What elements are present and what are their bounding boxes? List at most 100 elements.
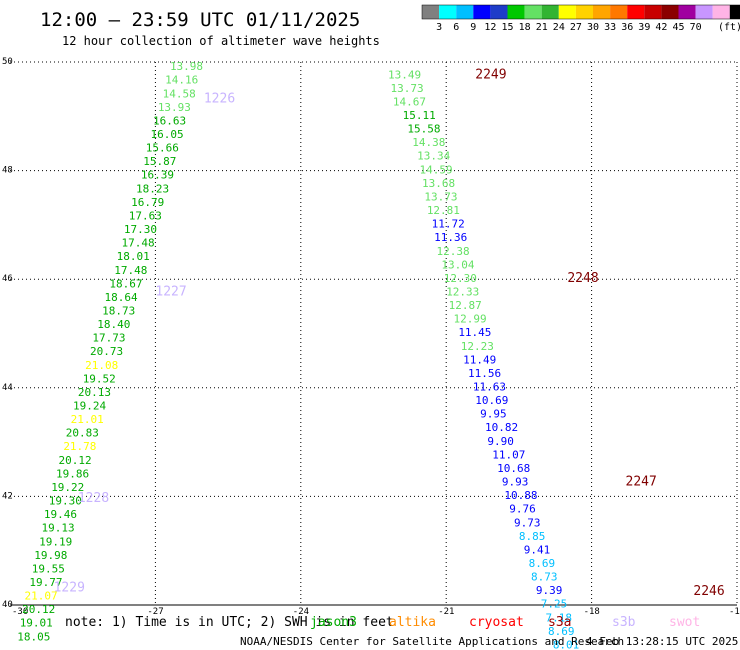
swh-point: 19.86: [56, 467, 89, 480]
swh-point: 17.48: [114, 264, 147, 277]
swh-point: 9.95: [480, 408, 507, 421]
swh-point: 11.07: [492, 448, 525, 461]
satellite-legend-item: s3b: [612, 615, 636, 630]
colorbar-label: 15: [502, 22, 514, 33]
colorbar-swatch: [524, 5, 542, 19]
swh-point: 8.73: [531, 571, 558, 584]
swh-point: 18.01: [117, 250, 150, 263]
swh-point: 12.33: [446, 285, 479, 298]
colorbar-swatch: [422, 5, 440, 19]
swh-point: 9.76: [509, 503, 536, 516]
swh-point: 14.16: [165, 74, 198, 87]
x-tick-label: -24: [293, 607, 309, 617]
swh-point: 19.01: [20, 617, 53, 630]
colorbar-swatch: [627, 5, 645, 19]
colorbar-swatch: [712, 5, 730, 19]
swh-point: 15.66: [146, 142, 179, 155]
swh-point: 13.49: [388, 68, 421, 81]
swh-point: 7.25: [541, 598, 568, 611]
swh-point: 12.87: [449, 299, 482, 312]
swh-point: 17.63: [129, 209, 162, 222]
colorbar-swatch: [729, 5, 740, 19]
colorbar-swatch: [439, 5, 457, 19]
swh-point: 8.01: [553, 638, 580, 650]
satellite-legend: jason3 altika cryosat s3a s3b swot: [310, 615, 700, 630]
swh-point: 19.30: [49, 495, 82, 508]
colorbar-swatch: [507, 5, 525, 19]
swh-point: 19.19: [39, 535, 72, 548]
swh-point: 13.98: [170, 60, 203, 73]
swh-point: 13.73: [424, 190, 457, 203]
colorbar-swatch: [644, 5, 662, 19]
swh-point: 12.38: [437, 245, 470, 258]
swh-point: 14.59: [420, 163, 453, 176]
swh-point: 21.78: [63, 440, 96, 453]
pass-label: 2246: [693, 584, 724, 599]
swh-point: 10.88: [504, 489, 537, 502]
swh-point: 9.90: [487, 435, 514, 448]
swh-point: 17.48: [121, 237, 154, 250]
x-tick-label: -21: [438, 607, 454, 617]
swh-point: 15.87: [143, 155, 176, 168]
colorbar-label: 6: [453, 22, 459, 33]
footer-timestamp: 4 Feb 13:28:15 UTC 2025: [586, 635, 738, 648]
colorbar-swatch: [695, 5, 713, 19]
y-tick-label: 42: [2, 491, 13, 501]
plot-area: -30 -27 -24 -21 -18 -15 40 42 44 46 48 50 13.9814.16…: [2, 57, 740, 650]
swh-point: 12.23: [461, 340, 494, 353]
colorbar-label: 24: [553, 22, 565, 33]
swh-point: 14.58: [163, 87, 196, 100]
swh-point: 10.68: [497, 462, 530, 475]
swh-point: 16.39: [141, 169, 174, 182]
swh-point: 20.12: [22, 603, 55, 616]
swh-point: 19.24: [73, 400, 106, 413]
colorbar-swatch: [558, 5, 576, 19]
colorbar-frame: [421, 4, 740, 20]
x-tick-label: -15: [729, 607, 740, 617]
satellite-legend-item: s3a: [548, 615, 571, 630]
y-tick-label: 48: [2, 166, 13, 176]
colorbar-label: 45: [673, 22, 685, 33]
swh-point: 11.49: [463, 353, 496, 366]
swh-point: 21.08: [85, 359, 118, 372]
colorbar-swatch: [473, 5, 491, 19]
swh-point: 8.69: [548, 625, 575, 638]
pass-label: 1228: [78, 491, 109, 506]
swh-point: 19.98: [34, 549, 67, 562]
swh-point: 9.41: [524, 543, 551, 556]
swh-point: 16.05: [151, 128, 184, 141]
footer-note: note: 1) Time is in UTC; 2) SWH is in fe…: [65, 615, 394, 630]
swh-point: 19.55: [32, 562, 65, 575]
swh-point: 10.69: [475, 394, 508, 407]
swh-point: 19.77: [29, 576, 62, 589]
colorbar-label: 33: [604, 22, 616, 33]
colorbar-swatch: [610, 5, 628, 19]
swh-point: 12.99: [453, 313, 486, 326]
swh-point: 13.68: [422, 177, 455, 190]
satellite-legend-item: jason3: [310, 615, 357, 630]
swh-point: 13.34: [417, 150, 450, 163]
colorbar-swatch: [678, 5, 696, 19]
colorbar-label: 36: [621, 22, 633, 33]
swh-point: 8.85: [519, 530, 546, 543]
colorbar-swatch: [456, 5, 474, 19]
swh-point: 9.39: [536, 584, 563, 597]
swh-point: 21.07: [25, 590, 58, 603]
x-tick-label: -27: [147, 607, 163, 617]
colorbar-label: 39: [638, 22, 650, 33]
chart-title: 12:00 – 23:59 UTC 01/11/2025: [40, 9, 360, 31]
colorbar-swatch: [541, 5, 559, 19]
pass-label: 2249: [475, 67, 506, 82]
y-tick-label: 50: [2, 57, 13, 67]
satellite-legend-item: altika: [389, 615, 436, 630]
satellite-legend-item: swot: [669, 615, 700, 630]
swh-point: 13.04: [441, 258, 474, 271]
swh-point: 14.67: [393, 95, 426, 108]
swh-point: 12.81: [427, 204, 460, 217]
swh-point: 17.30: [124, 223, 157, 236]
colorbar-label: 18: [519, 22, 531, 33]
swh-point: 13.73: [390, 82, 423, 95]
colorbar-label: 27: [570, 22, 582, 33]
y-tick-label: 46: [2, 274, 13, 284]
colorbar-legend: 3 6 9 12 15 18 21 24 27 30 33 36 39 42 45 70 (ft): [421, 4, 740, 33]
